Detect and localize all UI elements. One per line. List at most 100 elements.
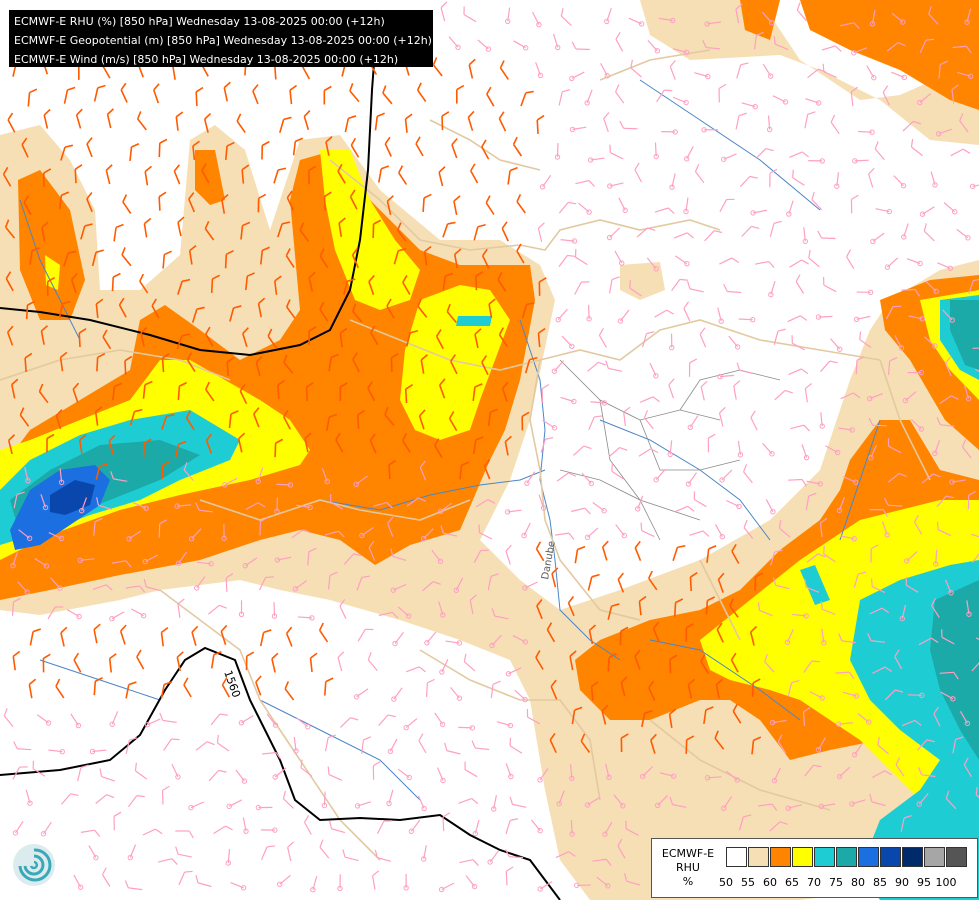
wind-barb <box>904 551 918 564</box>
wind-barb <box>634 162 643 183</box>
wind-barb <box>70 713 82 729</box>
legend-label: 80 <box>851 876 865 889</box>
wind-barb <box>648 680 656 701</box>
wind-barb <box>318 622 329 643</box>
legend-swatch <box>946 847 967 867</box>
wind-barb <box>376 820 392 834</box>
wind-barb <box>640 766 654 780</box>
wind-barb <box>258 576 274 591</box>
wind-barb <box>822 277 837 293</box>
legend-swatch <box>858 847 879 867</box>
wind-barb <box>728 335 741 350</box>
wind-barb <box>329 820 346 834</box>
wind-barb <box>267 328 277 349</box>
wind-barb <box>161 460 171 480</box>
wind-barb <box>324 530 345 538</box>
wind-barb <box>950 148 971 157</box>
wind-barb <box>440 1 448 22</box>
wind-barb <box>74 164 83 184</box>
wind-barb <box>459 859 479 867</box>
wind-barb <box>788 368 809 376</box>
wind-barb <box>353 688 369 700</box>
wind-barb <box>458 797 479 805</box>
wind-barb <box>575 179 595 187</box>
wind-barb <box>77 557 95 563</box>
wind-barb <box>174 440 187 458</box>
wind-barb <box>455 84 465 104</box>
wind-barb <box>303 109 311 131</box>
wind-barb <box>277 874 291 887</box>
wind-barb <box>174 503 192 509</box>
wind-barb <box>245 651 255 671</box>
wind-barb <box>260 845 276 861</box>
wind-barb <box>25 789 33 806</box>
wind-barb <box>767 115 773 133</box>
wind-barb <box>95 794 115 804</box>
wind-barb <box>549 732 557 754</box>
wind-barb <box>606 227 621 241</box>
wind-barb <box>537 768 549 783</box>
wind-barb <box>136 111 147 131</box>
wind-barb <box>509 737 523 754</box>
wind-barb <box>822 63 837 79</box>
wind-barb <box>521 522 531 539</box>
wind-barb <box>415 136 424 157</box>
wind-barb <box>408 819 421 834</box>
wind-barb <box>390 583 407 593</box>
wind-barb <box>975 637 979 646</box>
wind-barb <box>183 677 192 698</box>
wind-barb <box>514 689 528 703</box>
wind-barb <box>685 735 695 754</box>
wind-barb <box>777 734 787 754</box>
wind-barb <box>540 436 554 453</box>
wind-barb <box>853 315 871 322</box>
wind-barb <box>95 298 104 318</box>
wind-barb <box>952 45 972 54</box>
wind-barb <box>488 298 496 319</box>
wind-barb <box>43 108 51 129</box>
rivers <box>19 79 881 801</box>
wind-barb <box>359 526 374 539</box>
wind-barb <box>942 309 955 323</box>
legend-labels: 50 55 60 65 70 75 80 85 90 95 100 <box>719 876 976 890</box>
wind-barb <box>192 140 200 160</box>
wind-barb <box>721 153 737 163</box>
wind-barb <box>704 21 722 27</box>
wind-barb <box>188 528 202 542</box>
wind-barb <box>143 217 152 238</box>
wind-barb <box>619 626 629 646</box>
wind-barb <box>473 436 484 455</box>
wind-barb <box>127 844 137 861</box>
wind-barb <box>772 95 789 105</box>
wind-barb <box>609 276 620 294</box>
wind-barb <box>771 767 781 784</box>
wind-barb <box>108 434 116 455</box>
wind-barb <box>542 419 558 431</box>
wind-barb <box>434 438 443 459</box>
wind-barb <box>434 712 446 728</box>
wind-barb <box>952 736 964 754</box>
wind-barb <box>60 144 74 161</box>
wind-barb <box>719 257 739 265</box>
wind-barb <box>393 248 407 265</box>
wind-barb <box>772 577 790 590</box>
wind-barb <box>938 60 948 79</box>
wind-barb <box>105 164 113 185</box>
wind-barb <box>957 71 974 80</box>
wind-barb <box>643 410 654 430</box>
wind-barb <box>588 415 603 431</box>
wind-barb <box>541 383 550 403</box>
wind-barb <box>371 870 380 890</box>
wind-barb <box>63 250 77 267</box>
wind-barb <box>539 174 552 190</box>
wind-barb <box>773 328 786 345</box>
wind-barb <box>838 633 856 644</box>
wind-barb <box>352 352 360 373</box>
wind-barb <box>296 504 313 511</box>
wind-barb <box>522 581 538 591</box>
wind-barb <box>367 381 376 402</box>
wind-barb <box>421 845 427 862</box>
wind-barb <box>505 7 511 25</box>
wind-barb <box>321 791 328 809</box>
